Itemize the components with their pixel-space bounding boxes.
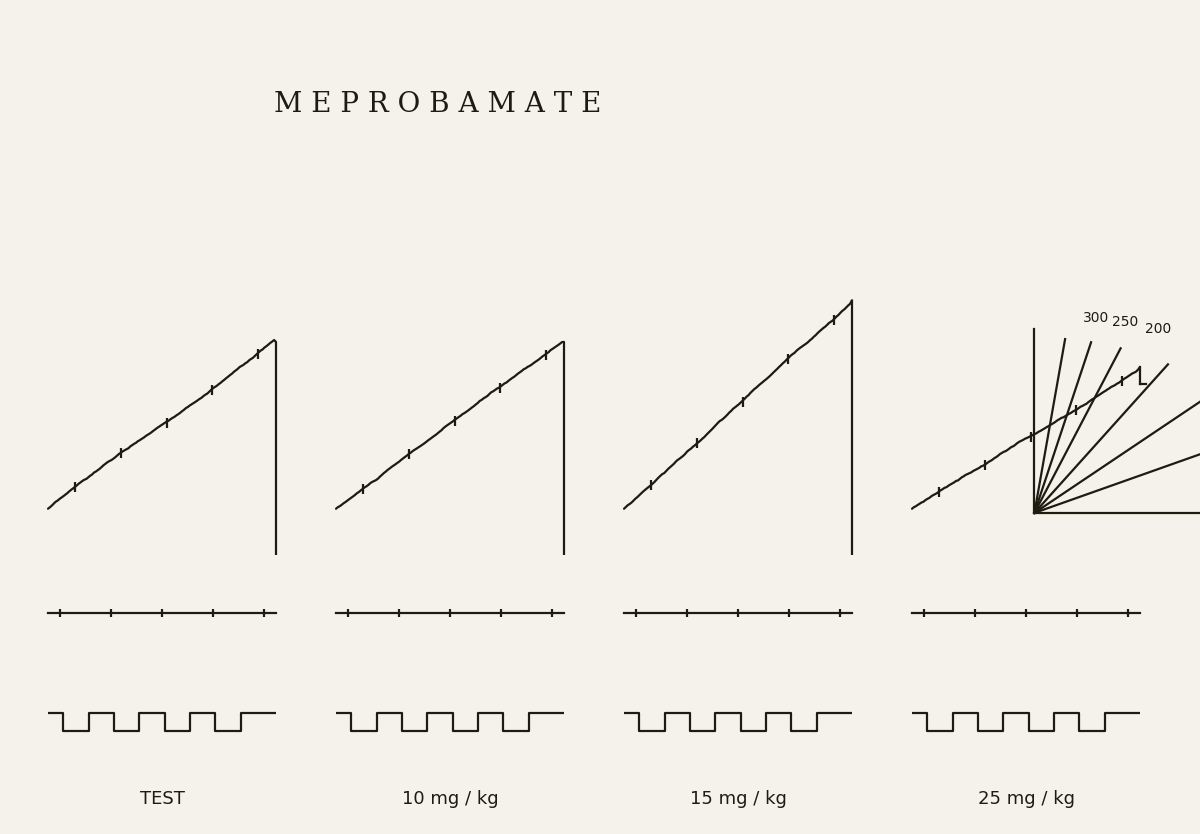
Text: 150: 150 [1199,339,1200,354]
Text: 200: 200 [1145,322,1171,336]
Text: 15 mg / kg: 15 mg / kg [690,790,786,808]
Text: 10 mg / kg: 10 mg / kg [402,790,498,808]
Text: 250: 250 [1112,315,1139,329]
Text: 300: 300 [1084,311,1110,325]
Text: TEST: TEST [139,790,185,808]
Text: 25 mg / kg: 25 mg / kg [978,790,1074,808]
Text: M E P R O B A M A T E: M E P R O B A M A T E [275,91,601,118]
